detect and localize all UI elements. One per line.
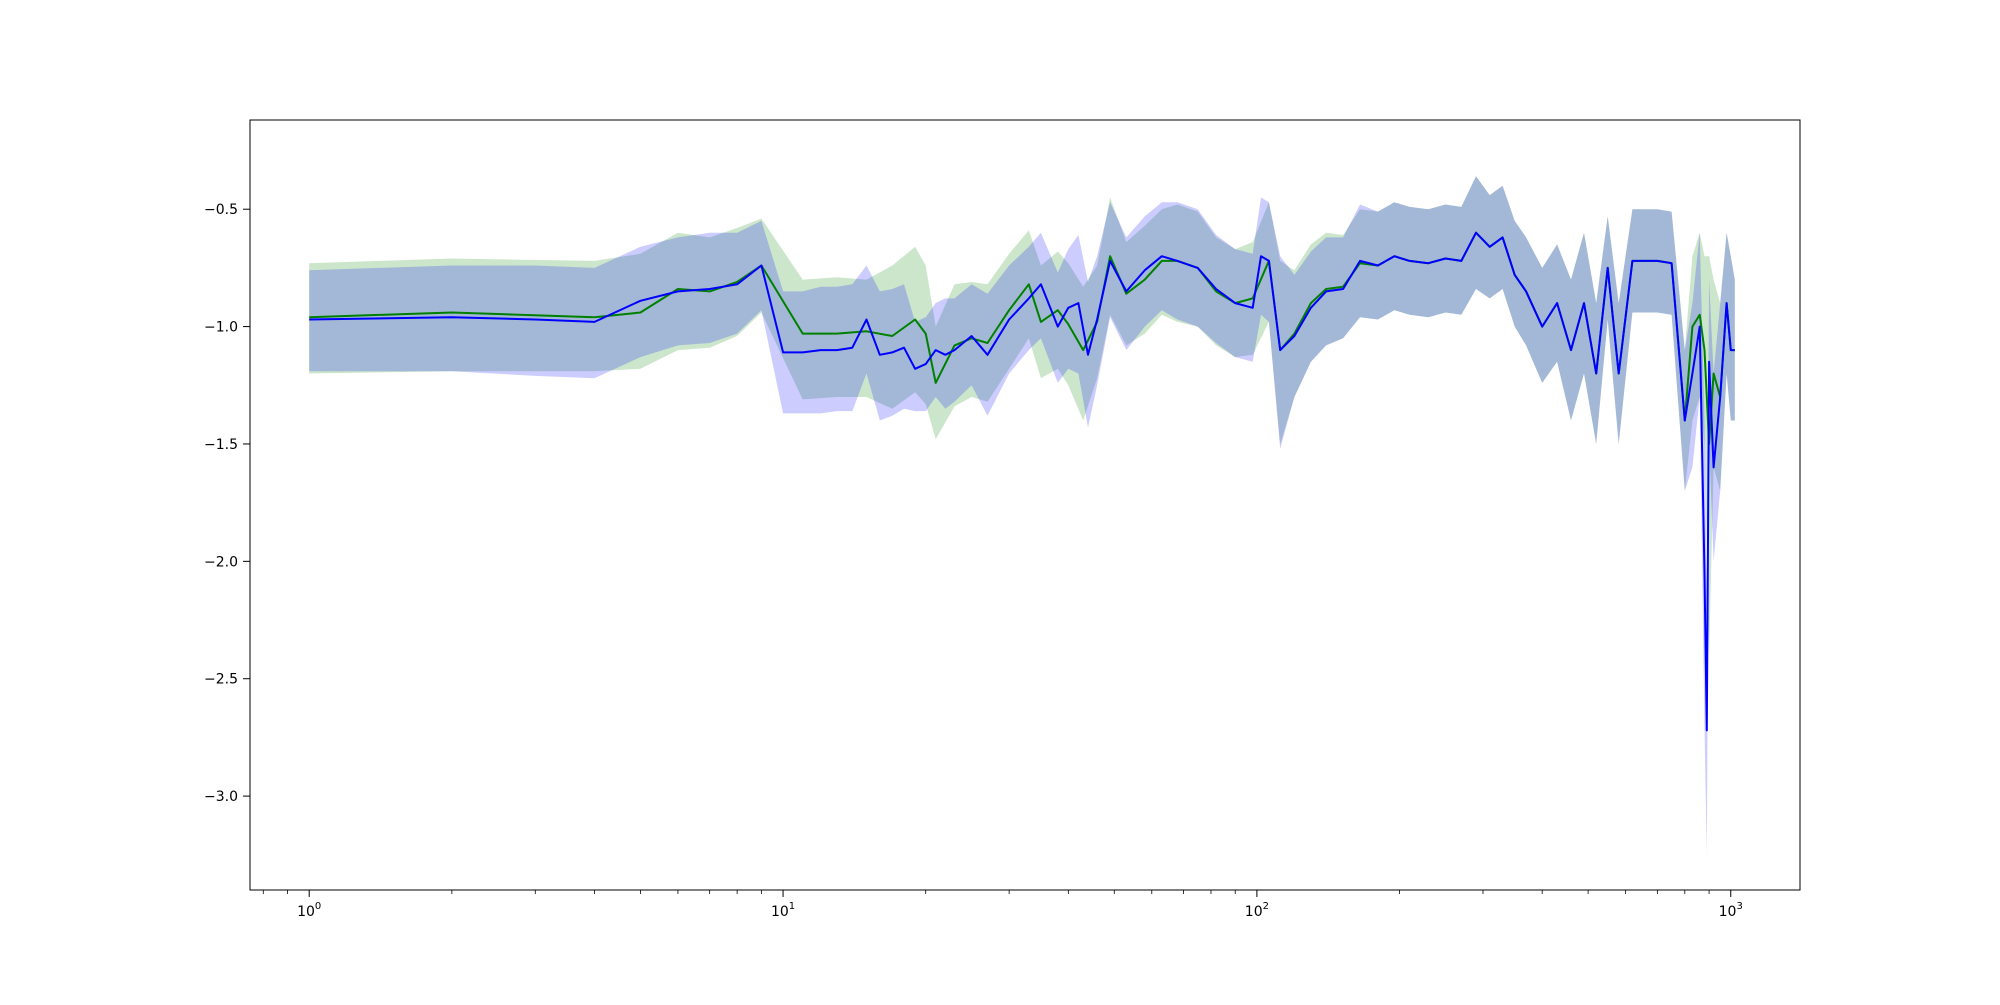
- series-1-line: [309, 231, 1735, 732]
- y-tick-label-3: −2.0: [204, 554, 238, 570]
- series-1-band: [309, 176, 1735, 855]
- x-tick-label-0: 100: [297, 901, 321, 920]
- x-tick-label-1: 101: [771, 901, 795, 920]
- x-tick-label-3: 103: [1719, 901, 1743, 920]
- plot-frame: [249, 119, 1801, 891]
- bands-layer: [309, 176, 1735, 855]
- y-tick-label-0: −0.5: [204, 202, 238, 218]
- lines-layer: [309, 231, 1735, 732]
- y-tick-label-2: −1.5: [204, 437, 238, 453]
- x-axis: 100 101 102 103: [262, 890, 1743, 920]
- y-tick-label-1: −1.0: [204, 320, 238, 336]
- y-tick-label-4: −2.5: [204, 672, 238, 688]
- x-tick-label-2: 102: [1245, 901, 1269, 920]
- y-tick-label-5: −3.0: [204, 789, 238, 805]
- y-axis: −0.5 −1.0 −1.5 −2.0 −2.5 −3.0: [204, 202, 250, 805]
